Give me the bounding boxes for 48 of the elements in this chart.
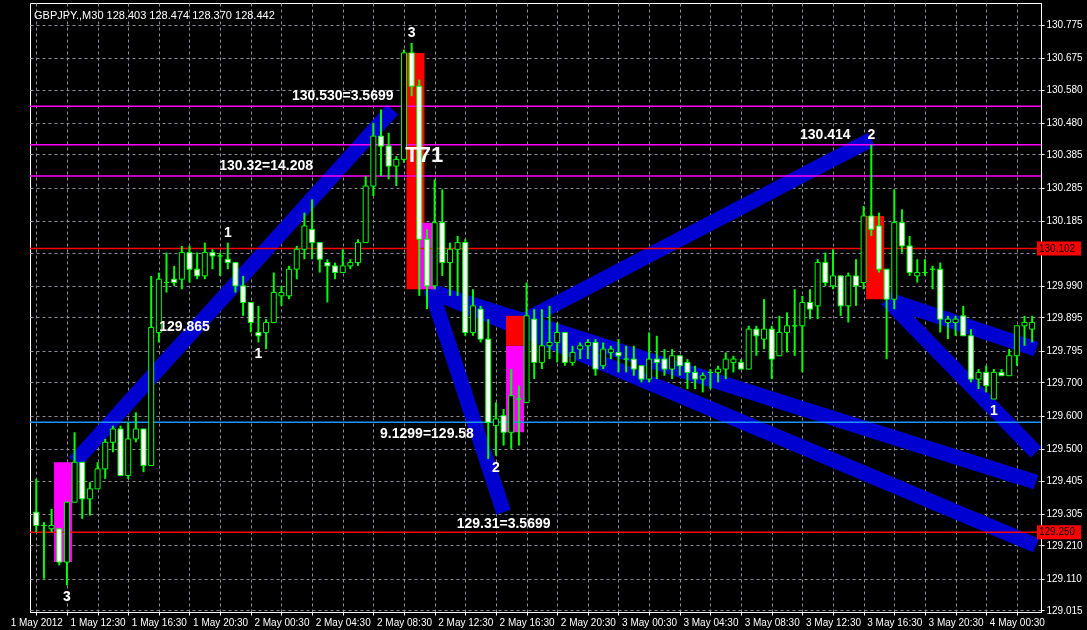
y-tick-label: 130.675 <box>1046 52 1084 64</box>
y-tick-label: 129.895 <box>1046 311 1084 323</box>
x-tick-label: 1 May 20:30 <box>193 616 249 628</box>
y-tick-label: 130.285 <box>1046 182 1084 194</box>
y-tick-label: 129.305 <box>1046 508 1084 520</box>
annotation: 1 <box>254 345 263 362</box>
x-tick-label: 1 May 16:30 <box>131 616 188 628</box>
annotation: 129.31=3.5699 <box>456 515 551 532</box>
annotation: 1 <box>989 402 998 419</box>
y-tick-label: 129.110 <box>1046 573 1083 585</box>
text: GBPJPY.,M30 128.403 128.474 128.370 128.442 <box>34 9 275 21</box>
x-tick-label: 1 May 2012 <box>10 616 64 628</box>
x-tick-label: 2 May 08:30 <box>376 616 433 628</box>
x-tick-label: 2 May 04:30 <box>315 616 372 628</box>
x-tick-label: 3 May 00:30 <box>622 616 678 628</box>
y-tick-label: 129.990 <box>1046 280 1084 292</box>
x-tick-label: 3 May 16:30 <box>867 616 923 628</box>
x-tick-label: 2 May 12:30 <box>438 616 494 628</box>
x-tick-label: 3 May 12:30 <box>805 616 862 628</box>
x-tick-label: 3 May 04:30 <box>683 616 739 628</box>
x-tick-label: 3 May 20:30 <box>928 616 985 628</box>
y-tick-label: 129.210 <box>1046 539 1084 551</box>
annotation: 130.414 <box>800 125 851 142</box>
x-tick-label: 2 May 20:30 <box>560 616 617 628</box>
annotation: 3 <box>63 588 72 605</box>
x-tick-label: 3 May 08:30 <box>744 616 801 628</box>
x-tick-label: 1 May 12:30 <box>70 616 127 628</box>
y-tick-label: 129.795 <box>1046 345 1084 357</box>
y-tick-label: 129.600 <box>1046 410 1084 422</box>
y-tick-label: 129.015 <box>1046 604 1084 616</box>
y-tick-label: 130.385 <box>1046 148 1084 160</box>
y-tick-label: 130.580 <box>1046 84 1084 96</box>
ref-line-label: 130.102 <box>1039 242 1076 254</box>
y-tick-label: 130.185 <box>1046 215 1084 227</box>
x-tick-label: 2 May 16:30 <box>499 616 556 628</box>
x-tick-label: 4 May 00:30 <box>989 616 1046 628</box>
x-tick-label: 2 May 00:30 <box>254 616 310 628</box>
annotation: 130.530=3.5699 <box>291 87 394 104</box>
ref-line-label: 129.250 <box>1039 526 1076 538</box>
annotation: 130.32=14.208 <box>219 157 314 174</box>
y-tick-label: 130.775 <box>1046 19 1084 31</box>
y-tick-label: 130.480 <box>1046 117 1084 129</box>
y-tick-label: 129.700 <box>1046 376 1084 388</box>
annotation: 3 <box>407 23 416 40</box>
y-tick-label: 129.405 <box>1046 475 1084 487</box>
annotation: 2 <box>867 125 876 142</box>
y-tick-label: 129.500 <box>1046 443 1084 455</box>
annotation: 1 <box>223 223 232 240</box>
